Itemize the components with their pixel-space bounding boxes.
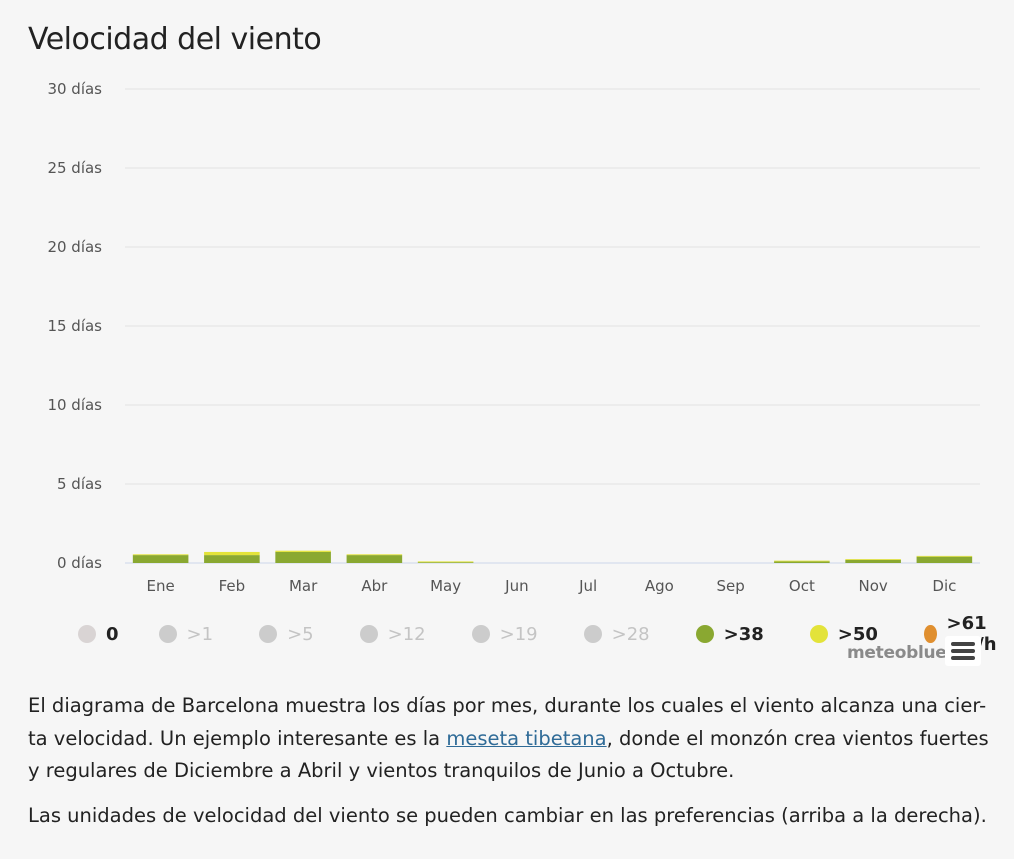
bar->50-May[interactable]: [417, 561, 474, 563]
y-tick-label: 20 días: [47, 238, 102, 256]
x-axis-labels: Ene Feb Mar Abr May Jun Jul Ago Sep Oct Nov Dic: [147, 577, 957, 595]
legend-dot-icon: [359, 625, 378, 643]
legend-dot-icon: [471, 625, 490, 643]
bar->50-Mar[interactable]: [275, 550, 331, 552]
legend-label: >12: [387, 623, 426, 645]
x-tick-label: Jul: [578, 577, 597, 595]
chart-title: Velocidad del viento: [28, 22, 322, 57]
legend-label: >50: [837, 623, 878, 645]
bar->38-May[interactable]: [417, 562, 474, 563]
x-tick-label: Oct: [789, 577, 815, 595]
bar->50-Oct[interactable]: [774, 560, 830, 562]
legend-item[interactable]: 0: [78, 624, 119, 645]
y-tick-label: 25 días: [47, 159, 102, 177]
chart-legend: 0>1>5>12>19>28>38>50>61 km/h: [78, 613, 1014, 655]
bar->38-Oct[interactable]: [774, 561, 830, 563]
bar->38-Dic[interactable]: [916, 556, 973, 563]
units-note: Las unidades de velocidad del viento se …: [28, 804, 987, 827]
legend-dot-icon: [583, 625, 602, 643]
y-axis-labels: 0 días 5 días 10 días 15 días 20 días 25 días…: [47, 80, 102, 572]
chart-bars: [132, 550, 973, 563]
legend-label: 0: [106, 623, 119, 645]
legend-dot-icon: [809, 625, 828, 643]
legend-dot-icon: [78, 625, 96, 643]
legend-dot-icon: [695, 625, 714, 643]
hamburger-menu-icon[interactable]: [945, 636, 981, 666]
legend-dot-icon: [259, 625, 278, 643]
bar->38-Ene[interactable]: [132, 555, 189, 563]
legend-item[interactable]: >12: [359, 623, 426, 645]
bar->38-Nov[interactable]: [845, 559, 901, 563]
x-tick-label: Feb: [219, 577, 246, 595]
legend-label: >1: [186, 623, 214, 645]
bar->50-Nov[interactable]: [845, 559, 901, 560]
chart-grid: [125, 88, 980, 564]
legend-item[interactable]: >5: [259, 624, 314, 645]
bar->50-Ene[interactable]: [132, 554, 189, 556]
legend-item[interactable]: >1: [158, 623, 214, 645]
chart-description: El diagrama de Barcelona muestra los día…: [28, 690, 993, 788]
x-tick-label: May: [430, 577, 461, 595]
bar->38-Mar[interactable]: [275, 551, 331, 563]
x-tick-label: Nov: [858, 577, 887, 595]
legend-label: >28: [611, 623, 650, 645]
legend-item[interactable]: >19: [471, 623, 538, 645]
y-tick-label: 5 días: [57, 475, 102, 493]
bar->50-Feb[interactable]: [204, 551, 260, 556]
x-tick-label: Dic: [932, 577, 956, 595]
x-tick-label: Ago: [645, 577, 674, 595]
wind-speed-chart: 0 días 5 días 10 días 15 días 20 días 25 días…: [47, 80, 980, 595]
legend-item[interactable]: >38: [695, 623, 764, 645]
legend-item[interactable]: >28: [583, 623, 650, 645]
description-text-1: El diagrama de Barcelona muestra los día…: [28, 694, 987, 750]
bar->50-Abr[interactable]: [346, 554, 403, 556]
legend-item[interactable]: >50: [809, 623, 878, 645]
x-tick-label: Mar: [289, 577, 318, 595]
legend-label: >19: [499, 623, 538, 645]
legend-dot-icon: [158, 625, 177, 643]
x-tick-label: Sep: [716, 577, 744, 595]
y-tick-label: 30 días: [47, 80, 102, 98]
tibetan-plateau-link[interactable]: meseta tibetana: [446, 726, 607, 750]
bar->38-Feb[interactable]: [204, 555, 260, 563]
y-tick-label: 15 días: [47, 317, 102, 335]
y-tick-label: 0 días: [57, 554, 102, 572]
bar->50-Dic[interactable]: [916, 555, 973, 557]
description-text-2: , donde el monzón crea vientos fuertes y…: [28, 726, 989, 783]
x-tick-label: Jun: [504, 577, 528, 595]
legend-label: >5: [287, 623, 314, 645]
meteoblue-credit[interactable]: meteoblue: [847, 643, 947, 663]
x-tick-label: Abr: [361, 577, 388, 595]
legend-dot-icon: [923, 625, 937, 643]
x-tick-label: Ene: [147, 577, 175, 595]
legend-label: >38: [723, 623, 764, 645]
y-tick-label: 10 días: [47, 396, 102, 414]
bar->38-Abr[interactable]: [346, 555, 403, 563]
